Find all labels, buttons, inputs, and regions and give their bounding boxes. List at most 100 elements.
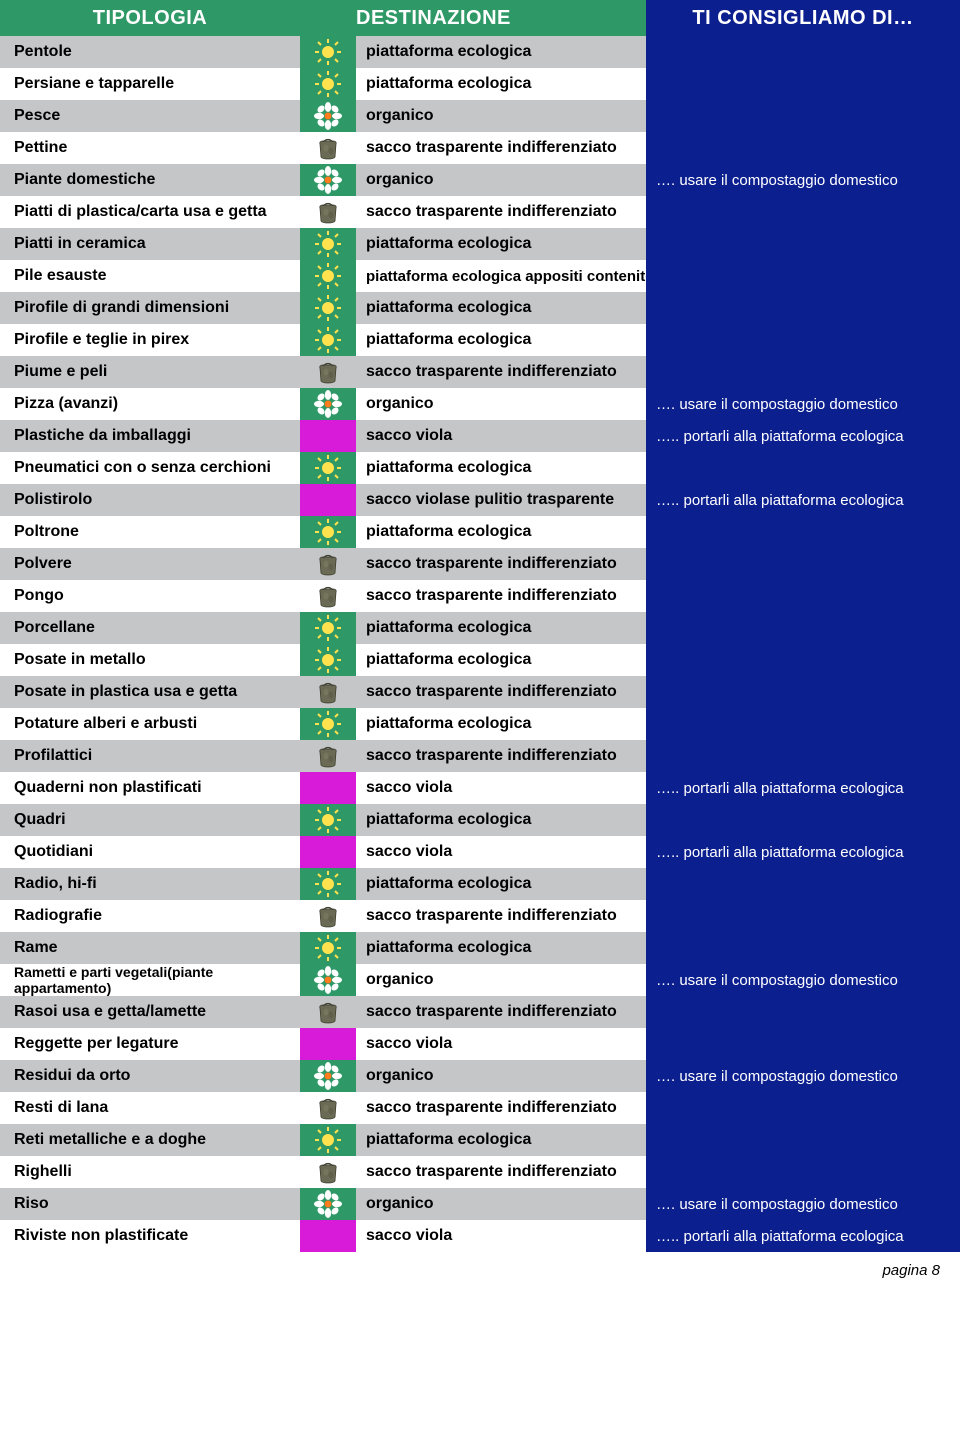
cell-tip — [646, 68, 960, 100]
table-row: Posate in metallopiattaforma ecologica — [0, 644, 960, 676]
sun-icon — [300, 516, 356, 548]
table-row: Porcellanepiattaforma ecologica — [0, 612, 960, 644]
cell-tipologia: Quaderni non plastificati — [0, 772, 300, 804]
cell-destinazione: piattaforma ecologica — [356, 516, 646, 548]
cell-tipologia: Pongo — [0, 580, 300, 612]
cell-tip — [646, 932, 960, 964]
cell-destinazione: piattaforma ecologica — [356, 804, 646, 836]
table-header: TIPOLOGIA DESTINAZIONE TI CONSIGLIAMO DI… — [0, 0, 960, 36]
sun-icon — [300, 804, 356, 836]
sun-icon — [300, 868, 356, 900]
cell-tip — [646, 228, 960, 260]
table-row: Reti metalliche e a doghepiattaforma eco… — [0, 1124, 960, 1156]
table-row: Radiografiesacco trasparente indifferenz… — [0, 900, 960, 932]
bag-icon — [300, 580, 356, 612]
cell-tip: …. usare il compostaggio domestico — [646, 1188, 960, 1220]
cell-destinazione: sacco viola — [356, 420, 646, 452]
cell-tip — [646, 740, 960, 772]
purple-icon — [300, 836, 356, 868]
table-row: Piatti di plastica/carta usa e gettasacc… — [0, 196, 960, 228]
cell-destinazione: piattaforma ecologica — [356, 1124, 646, 1156]
sun-icon — [300, 932, 356, 964]
cell-tip — [646, 612, 960, 644]
purple-icon — [300, 1220, 356, 1252]
cell-destinazione: piattaforma ecologica — [356, 932, 646, 964]
sun-icon — [300, 292, 356, 324]
cell-tip — [646, 996, 960, 1028]
cell-tip — [646, 644, 960, 676]
purple-icon — [300, 772, 356, 804]
sun-icon — [300, 260, 356, 292]
table-row: Rametti e parti vegetali(piante appartam… — [0, 964, 960, 996]
cell-tipologia: Radiografie — [0, 900, 300, 932]
cell-tip: …. usare il compostaggio domestico — [646, 388, 960, 420]
cell-tipologia: Riviste non plastificate — [0, 1220, 300, 1252]
cell-destinazione: piattaforma ecologica — [356, 612, 646, 644]
cell-tipologia: Pettine — [0, 132, 300, 164]
cell-destinazione: piattaforma ecologica — [356, 868, 646, 900]
bag-icon — [300, 548, 356, 580]
cell-destinazione: piattaforma ecologica — [356, 36, 646, 68]
cell-tipologia: Residui da orto — [0, 1060, 300, 1092]
table-row: Residui da ortoorganico…. usare il compo… — [0, 1060, 960, 1092]
cell-tip — [646, 804, 960, 836]
table-row: Profilatticisacco trasparente indifferen… — [0, 740, 960, 772]
table-row: Riviste non plastificate sacco viola….. p… — [0, 1220, 960, 1252]
cell-tip: ….. portarli alla piattaforma ecologica — [646, 836, 960, 868]
cell-tipologia: Pizza (avanzi) — [0, 388, 300, 420]
table-row: Pentolepiattaforma ecologica — [0, 36, 960, 68]
table-row: Polistirolosacco viola se puliti o trasp… — [0, 484, 960, 516]
cell-destinazione: sacco trasparente indifferenziato — [356, 356, 646, 388]
cell-destinazione: piattaforma ecologica appositi contenito… — [356, 260, 646, 292]
cell-destinazione: organico — [356, 1060, 646, 1092]
cell-tipologia: Quotidiani — [0, 836, 300, 868]
cell-tipologia: Resti di lana — [0, 1092, 300, 1124]
flower-icon — [300, 388, 356, 420]
cell-destinazione: organico — [356, 164, 646, 196]
cell-destinazione: piattaforma ecologica — [356, 228, 646, 260]
table-row: Quotidianisacco viola….. portarli alla p… — [0, 836, 960, 868]
header-icon-spacer — [300, 0, 356, 36]
table-row: Righellisacco trasparente indifferenziat… — [0, 1156, 960, 1188]
table-row: Polveresacco trasparente indifferenziato — [0, 548, 960, 580]
table-row: Radio, hi-fipiattaforma ecologica — [0, 868, 960, 900]
cell-tipologia: Posate in plastica usa e getta — [0, 676, 300, 708]
flower-icon — [300, 964, 356, 996]
table-row: Pongo sacco trasparente indifferenziato — [0, 580, 960, 612]
table-row: Piume e peli sacco trasparente indifferen… — [0, 356, 960, 388]
cell-tipologia: Piante domestiche — [0, 164, 300, 196]
cell-tipologia: Piatti in ceramica — [0, 228, 300, 260]
cell-tip: ….. portarli alla piattaforma ecologica — [646, 1220, 960, 1252]
sun-icon — [300, 644, 356, 676]
cell-destinazione: sacco viola — [356, 772, 646, 804]
sun-icon — [300, 1124, 356, 1156]
cell-tip: …. usare il compostaggio domestico — [646, 964, 960, 996]
sun-icon — [300, 452, 356, 484]
cell-destinazione: sacco trasparente indifferenziato — [356, 580, 646, 612]
cell-destinazione: piattaforma ecologica — [356, 452, 646, 484]
cell-destinazione: organico — [356, 964, 646, 996]
table-row: Pirofile e teglie in pirexpiattaforma ec… — [0, 324, 960, 356]
bag-icon — [300, 1092, 356, 1124]
cell-tipologia: Pirofile di grandi dimensioni — [0, 292, 300, 324]
cell-tipologia: Rasoi usa e getta/lamette — [0, 996, 300, 1028]
bag-icon — [300, 196, 356, 228]
cell-destinazione: piattaforma ecologica — [356, 292, 646, 324]
cell-tip — [646, 36, 960, 68]
cell-tipologia: Plastiche da imballaggi — [0, 420, 300, 452]
cell-destinazione: organico — [356, 1188, 646, 1220]
bag-icon — [300, 740, 356, 772]
cell-tipologia: Pirofile e teglie in pirex — [0, 324, 300, 356]
table-row: Reggette per legaturesacco viola — [0, 1028, 960, 1060]
table-row: Resti di lanasacco trasparente indiffere… — [0, 1092, 960, 1124]
table-row: Rasoi usa e getta/lamettesacco trasparen… — [0, 996, 960, 1028]
table-row: Poltronepiattaforma ecologica — [0, 516, 960, 548]
sun-icon — [300, 228, 356, 260]
flower-icon — [300, 100, 356, 132]
cell-tip — [646, 356, 960, 388]
cell-destinazione: sacco trasparente indifferenziato — [356, 196, 646, 228]
table-row: Pesceorganico — [0, 100, 960, 132]
cell-tipologia: Piume e peli — [0, 356, 300, 388]
cell-destinazione: sacco viola — [356, 1220, 646, 1252]
bag-icon — [300, 900, 356, 932]
